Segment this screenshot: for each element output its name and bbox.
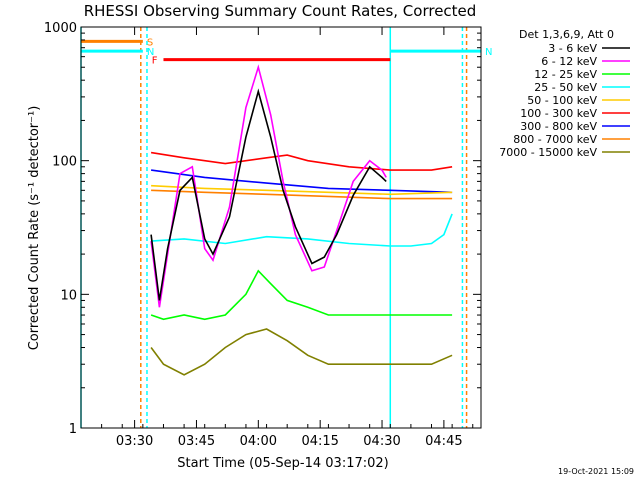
x-axis-label: Start Time (05-Sep-14 03:17:02) — [177, 456, 388, 471]
series-line-s7000_15000 — [150, 328, 453, 376]
series-line-s3_6 — [150, 88, 387, 301]
y-tick-label-2: 100 — [52, 155, 77, 170]
y-tick-label-1: 10 — [60, 288, 77, 303]
y-tick-label-0: 1 — [69, 422, 77, 437]
series-line-s25_50 — [151, 213, 453, 247]
x-tick-label-5: 04:45 — [425, 434, 462, 449]
x-tick-label-1: 03:45 — [178, 434, 215, 449]
legend-label-s100_300: 100 - 300 keV — [520, 107, 597, 120]
flag-label-2: N — [485, 47, 492, 58]
legend-label-s12_25: 12 - 25 keV — [534, 68, 597, 81]
plot-frame — [80, 26, 482, 429]
flag-label-1: N — [147, 47, 154, 58]
footer-timestamp: 19-Oct-2021 15:09 — [558, 467, 634, 476]
series-line-s100_300 — [150, 151, 453, 171]
legend-label-s50_100: 50 - 100 keV — [527, 94, 597, 107]
chart-title: RHESSI Observing Summary Count Rates, Co… — [84, 2, 477, 20]
legend-label-s6_12: 6 - 12 keV — [541, 55, 597, 68]
legend-label-s25_50: 25 - 50 keV — [534, 81, 597, 94]
flag-label-0: S — [147, 37, 153, 48]
y-tick-label-3: 1000 — [44, 21, 77, 36]
legend-label-s800_7000: 800 - 7000 keV — [513, 133, 597, 146]
x-tick-label-0: 03:30 — [116, 434, 153, 449]
legend-title: Det 1,3,6,9, Att 0 — [519, 28, 614, 41]
legend-label-s3_6: 3 - 6 keV — [548, 42, 597, 55]
legend-label-s7000_15000: 7000 - 15000 keV — [499, 146, 597, 159]
legend-label-s300_800: 300 - 800 keV — [520, 120, 597, 133]
series-line-s12_25 — [150, 269, 453, 321]
x-tick-label-2: 04:00 — [240, 434, 277, 449]
x-tick-label-3: 04:15 — [301, 434, 338, 449]
series-line-s6_12 — [150, 64, 387, 308]
flag-label-3: F — [152, 56, 158, 67]
x-tick-label-4: 04:30 — [363, 434, 400, 449]
y-axis-label: Corrected Count Rate (s⁻¹ detector⁻¹) — [27, 106, 42, 351]
series-line-s300_800 — [150, 169, 453, 194]
